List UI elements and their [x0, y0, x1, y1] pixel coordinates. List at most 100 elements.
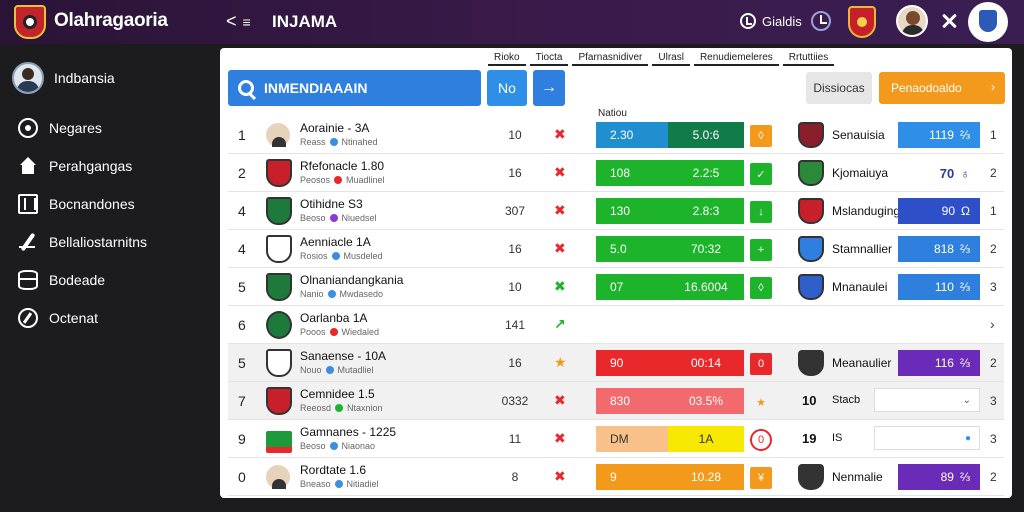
header-tab[interactable]: Tiocta: [529, 52, 569, 66]
header-tab[interactable]: Rrtuttiies: [782, 52, 835, 66]
club-name[interactable]: Sanaense - 10A: [300, 349, 387, 363]
user-avatar[interactable]: [896, 5, 928, 37]
tools-icon[interactable]: [940, 12, 958, 30]
opponent-name[interactable]: Senauisia: [832, 128, 885, 142]
table-row[interactable]: 4 Otihidne S3 Beoso Niuedsel 307 ✖ 130 2.8:3 ↓ Ms…: [228, 192, 1004, 230]
club-name[interactable]: Olnaniandangkania: [300, 273, 404, 287]
opponent-name[interactable]: Nenmalie: [832, 470, 883, 484]
club-name[interactable]: Gamnanes - 1225: [300, 425, 397, 439]
score-badge[interactable]: 70 ♁: [898, 160, 980, 186]
opponent-name[interactable]: Stamnallier: [832, 242, 893, 256]
table-row[interactable]: 5 Sanaense - 10A Nouo Mutadliel 16 ★ 90 00:14 0 M…: [228, 344, 1004, 382]
row-mark-icon[interactable]: ↗: [554, 316, 566, 332]
row-mark-icon[interactable]: ✖: [554, 164, 566, 180]
row-mark-icon[interactable]: ✖: [554, 392, 566, 408]
sidebar-user-name[interactable]: Indbansia: [54, 70, 115, 86]
score-badge[interactable]: 90 Ω: [898, 198, 980, 224]
row-mark-icon[interactable]: ✖: [554, 278, 566, 294]
stat-bar-b[interactable]: 2.2:5: [668, 160, 744, 186]
row-mark-icon[interactable]: ✖: [554, 126, 566, 142]
primary-action-button[interactable]: Penaodoaldo ›: [879, 72, 1005, 104]
opponent-name[interactable]: Mslanduging: [832, 204, 901, 218]
row-tag-icon[interactable]: +: [750, 239, 772, 261]
score-input[interactable]: ⌄: [874, 388, 980, 412]
table-row[interactable]: 0 Rordtate 1.6 Bneaso Nitiadiel 8 ✖ 9 10.28 ¥ Nen…: [228, 458, 1004, 496]
row-tag-icon[interactable]: ◊: [750, 125, 772, 147]
back-chevron-icon[interactable]: <: [226, 11, 237, 31]
avatar[interactable]: [12, 62, 44, 94]
globe-icon[interactable]: [740, 13, 756, 29]
table-row[interactable]: 5 Olnaniandangkania Nanio Mwdasedo 10 ✖ 07 16.6…: [228, 268, 1004, 306]
stat-bar-a[interactable]: 130: [596, 198, 668, 224]
club-logo[interactable]: [968, 2, 1008, 42]
table-row[interactable]: 1 Aorainie - 3A Reass Ntinahed 10 ✖ 2.30 5.0:6 ◊…: [228, 116, 1004, 154]
row-tag-icon[interactable]: ↓: [750, 201, 772, 223]
row-mark-icon[interactable]: ✖: [554, 430, 566, 446]
header-tab[interactable]: Renudiemeleres: [693, 52, 779, 66]
stat-bar-a[interactable]: 5.0: [596, 236, 668, 262]
score-badge[interactable]: 1119 ⅔: [898, 122, 980, 148]
search-box[interactable]: [228, 70, 481, 106]
back-button[interactable]: < ≡: [226, 11, 251, 32]
row-mark-icon[interactable]: ✖: [554, 468, 566, 484]
menu-lines-icon[interactable]: ≡: [242, 14, 251, 30]
stat-bar-b[interactable]: 03.5%: [668, 388, 744, 414]
stat-bar-b[interactable]: 10.28: [668, 464, 744, 490]
go-button[interactable]: →: [533, 70, 565, 106]
club-name[interactable]: Cemnidee 1.5: [300, 387, 375, 401]
stat-bar-a[interactable]: 07: [596, 274, 668, 300]
score-badge[interactable]: 110 ⅔: [898, 274, 980, 300]
club-name[interactable]: Rfefonacle 1.80: [300, 159, 385, 173]
stat-bar-a[interactable]: 108: [596, 160, 668, 186]
stat-bar-b[interactable]: 1A: [668, 426, 744, 452]
sidebar-item-bodeade[interactable]: Bodeade: [18, 270, 105, 290]
opponent-name[interactable]: Stacb: [832, 394, 861, 406]
table-row[interactable]: 2 Rfefonacle 1.80 Peosos Muadlinel 16 ✖ 108 2.2…: [228, 154, 1004, 192]
clock-icon[interactable]: [811, 11, 831, 31]
score-badge[interactable]: 818 ⅔: [898, 236, 980, 262]
stat-bar-a[interactable]: 830: [596, 388, 668, 414]
club-name[interactable]: Otihidne S3: [300, 197, 363, 211]
table-row[interactable]: 6 Oarlanba 1A Pooos Wiedaled 141 ↗ ›: [228, 306, 1004, 344]
search-input[interactable]: [264, 80, 464, 96]
stat-bar-a[interactable]: 90: [596, 350, 668, 376]
stat-bar-a[interactable]: DM: [596, 426, 668, 452]
table-row[interactable]: 7 Cemnidee 1.5 Reeosd Ntaxnion 0332 ✖ 830 03.5%…: [228, 382, 1004, 420]
club-name[interactable]: Aenniacle 1A: [300, 235, 371, 249]
score-badge[interactable]: 89 ⅔: [898, 464, 980, 490]
row-tag-icon[interactable]: ¥: [750, 467, 772, 489]
filter-button[interactable]: Dissiocas: [806, 72, 872, 104]
header-tab[interactable]: Ulrasl: [652, 52, 690, 66]
opponent-name[interactable]: Mnanaulei: [832, 280, 888, 294]
stat-bar-b[interactable]: 5.0:6: [668, 122, 744, 148]
crest-icon[interactable]: [848, 6, 876, 38]
sidebar-item-octenat[interactable]: Octenat: [18, 308, 98, 328]
score-badge[interactable]: 116 ⅔: [898, 350, 980, 376]
stat-bar-b[interactable]: 16.6004: [668, 274, 744, 300]
sidebar-item-bocnandones[interactable]: Bocnandones: [18, 194, 135, 214]
club-name[interactable]: Oarlanba 1A: [300, 311, 368, 325]
opponent-name[interactable]: Meanaulier: [832, 356, 892, 370]
stat-bar-b[interactable]: 70:32: [668, 236, 744, 262]
row-tag-icon[interactable]: 0: [750, 429, 772, 451]
header-tab[interactable]: Pfarnasnidiver: [572, 52, 649, 66]
stat-bar-a[interactable]: 2.30: [596, 122, 668, 148]
row-mark-icon[interactable]: ✖: [554, 202, 566, 218]
table-row[interactable]: 4 Aenniacle 1A Rosios Musdeled 16 ✖ 5.0 70:32 + S…: [228, 230, 1004, 268]
table-row[interactable]: 9 Gamnanes - 1225 Beoso Niaonao 11 ✖ DM 1A 0 19 IS…: [228, 420, 1004, 458]
sidebar-item-bellaliostarnitns[interactable]: Bellaliostarnitns: [18, 232, 147, 252]
row-tag-icon[interactable]: ★: [756, 396, 766, 409]
no-button[interactable]: No: [487, 70, 527, 106]
opponent-name[interactable]: IS: [832, 432, 843, 444]
club-name[interactable]: Rordtate 1.6: [300, 463, 367, 477]
language-selector[interactable]: Gialdis: [762, 14, 802, 29]
header-tab[interactable]: Rioko: [488, 52, 526, 66]
sidebar-item-perahgangas[interactable]: Perahgangas: [18, 156, 132, 176]
row-tag-icon[interactable]: ◊: [750, 277, 772, 299]
row-mark-icon[interactable]: ★: [554, 354, 567, 370]
row-tag-icon[interactable]: 0: [750, 353, 772, 375]
chevron-right-icon[interactable]: ›: [990, 316, 995, 332]
score-input[interactable]: ●: [874, 426, 980, 450]
row-mark-icon[interactable]: ✖: [554, 240, 566, 256]
row-tag-icon[interactable]: ✓: [750, 163, 772, 185]
